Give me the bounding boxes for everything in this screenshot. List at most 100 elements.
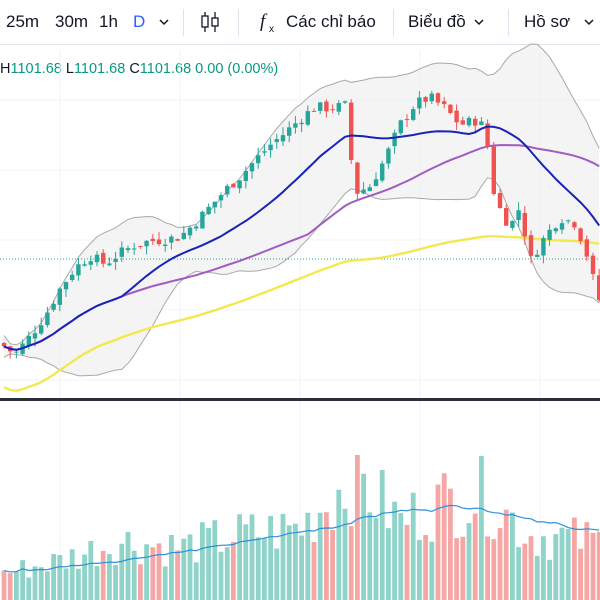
volume-bar bbox=[534, 555, 540, 600]
candle-body bbox=[144, 240, 149, 247]
candle-body bbox=[268, 144, 273, 151]
candle-body bbox=[14, 351, 19, 353]
volume-bar bbox=[367, 512, 373, 600]
candle-body bbox=[578, 228, 583, 242]
volume-bar bbox=[466, 523, 472, 600]
toolbar-divider bbox=[238, 9, 239, 36]
volume-bar bbox=[361, 473, 366, 600]
svg-text:x: x bbox=[269, 24, 274, 34]
volume-bar bbox=[82, 554, 87, 600]
volume-bar bbox=[119, 543, 125, 600]
volume-bar bbox=[51, 554, 56, 600]
candle-body bbox=[231, 183, 236, 188]
chevron-down-icon[interactable] bbox=[158, 0, 170, 44]
candle-body bbox=[107, 263, 112, 266]
candle-body bbox=[355, 162, 360, 194]
candle-body bbox=[324, 101, 329, 112]
interval-25m[interactable]: 25m bbox=[6, 12, 40, 31]
volume-bar bbox=[404, 524, 410, 600]
candle-body bbox=[497, 193, 503, 208]
high-value: 1101.68 bbox=[10, 61, 62, 77]
volume-bar bbox=[107, 554, 112, 600]
volume-bar bbox=[398, 513, 404, 600]
volume-bar bbox=[156, 543, 162, 600]
candle-body bbox=[510, 220, 515, 228]
candle-body bbox=[1, 343, 7, 347]
candle-body bbox=[597, 275, 600, 301]
toolbar-divider bbox=[183, 9, 184, 36]
candle-body bbox=[380, 163, 385, 181]
volume-bar bbox=[559, 527, 565, 600]
candle-body bbox=[212, 201, 217, 208]
candle-body bbox=[417, 97, 422, 109]
candle-body bbox=[175, 239, 180, 241]
volume-bar bbox=[317, 512, 323, 600]
candle-body bbox=[200, 211, 205, 229]
volume-bar bbox=[596, 531, 600, 600]
indicators-button[interactable]: Các chỉ báo bbox=[286, 12, 376, 31]
volume-bar bbox=[138, 564, 143, 600]
candle-body bbox=[57, 288, 62, 305]
candle-body bbox=[572, 222, 577, 228]
candle-body bbox=[491, 146, 496, 194]
volume-bar bbox=[20, 560, 25, 600]
volume-bar bbox=[113, 564, 118, 600]
volume-bar bbox=[541, 536, 546, 600]
interval-30m[interactable]: 30m bbox=[55, 12, 89, 31]
volume-bar bbox=[299, 535, 304, 600]
candle-body bbox=[101, 252, 106, 264]
candle-body bbox=[442, 101, 447, 105]
chevron-down-icon[interactable] bbox=[583, 0, 595, 44]
candle-body bbox=[32, 333, 38, 339]
volume-bar bbox=[584, 522, 590, 600]
volume-bar bbox=[336, 489, 342, 600]
volume-bar bbox=[193, 562, 199, 600]
candle-body bbox=[466, 117, 472, 126]
candle-body bbox=[194, 226, 199, 229]
volume-bar bbox=[32, 566, 38, 600]
volume-bar bbox=[212, 520, 218, 600]
volume-bar bbox=[286, 525, 292, 600]
pane-divider[interactable] bbox=[0, 398, 600, 401]
volume-bar bbox=[88, 540, 94, 600]
volume-bar bbox=[435, 484, 441, 600]
candle-body bbox=[504, 208, 509, 226]
candle-body bbox=[163, 244, 168, 247]
volume-bar bbox=[26, 577, 32, 600]
volume-bar bbox=[175, 550, 180, 600]
candle-body bbox=[342, 101, 348, 103]
volume-bar bbox=[423, 535, 428, 600]
low-label: L bbox=[65, 61, 74, 77]
candle-body bbox=[566, 220, 571, 222]
candle-body bbox=[156, 239, 162, 245]
candle-body bbox=[473, 118, 478, 126]
volume-bar bbox=[547, 559, 552, 600]
candle-body bbox=[411, 109, 416, 120]
volume-bar bbox=[311, 541, 317, 600]
volume-bar bbox=[200, 522, 205, 600]
volume-bar bbox=[510, 512, 515, 600]
volume-bar bbox=[373, 518, 379, 600]
volume-bar bbox=[237, 514, 242, 600]
volume-bar bbox=[144, 544, 149, 600]
candle-body bbox=[336, 103, 341, 112]
volume-bar bbox=[516, 547, 521, 600]
candle-body bbox=[225, 185, 230, 195]
candles-icon[interactable] bbox=[199, 0, 221, 44]
volume-bar bbox=[553, 534, 559, 600]
volume-bar bbox=[274, 548, 280, 600]
profile-button[interactable]: Hồ sơ bbox=[524, 12, 571, 31]
candle-body bbox=[535, 254, 540, 257]
volume-bar bbox=[255, 537, 261, 600]
interval-1h[interactable]: 1h bbox=[99, 12, 118, 31]
volume-bar bbox=[491, 539, 497, 600]
chart-type-button[interactable]: Biểu đồ bbox=[408, 12, 466, 31]
volume-bar bbox=[69, 549, 75, 600]
volume-bar bbox=[7, 573, 13, 600]
chevron-down-icon[interactable] bbox=[473, 0, 485, 44]
candle-body bbox=[262, 151, 267, 153]
volume-bar bbox=[392, 501, 397, 600]
interval-d[interactable]: D bbox=[133, 12, 146, 31]
